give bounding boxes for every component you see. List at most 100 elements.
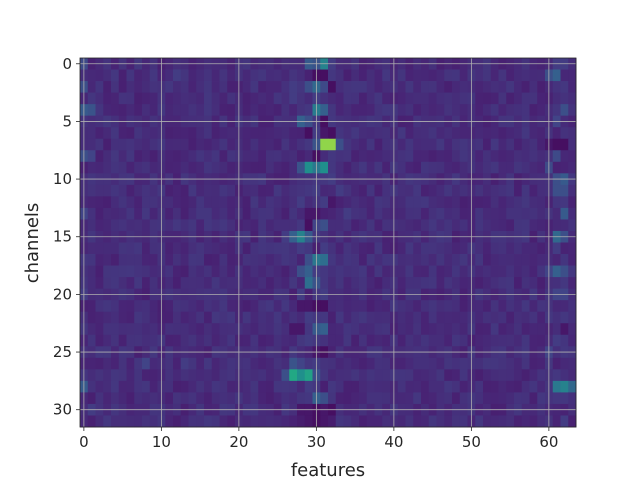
heatmap-cell (397, 127, 406, 140)
heatmap-cell (87, 254, 96, 266)
heatmap-cell (328, 184, 337, 197)
heatmap-cell (273, 219, 282, 232)
heatmap-cell (149, 334, 158, 347)
heatmap-cell (204, 196, 213, 209)
heatmap-cell (537, 392, 546, 405)
heatmap-cell (95, 242, 104, 255)
heatmap-cell (343, 265, 352, 278)
heatmap-cell (444, 104, 453, 117)
heatmap-cell (297, 254, 306, 266)
heatmap-cell (529, 138, 538, 151)
heatmap-cell (452, 69, 461, 82)
heatmap-cell (483, 81, 492, 93)
heatmap-cell (180, 219, 189, 232)
heatmap-cell (165, 277, 174, 290)
heatmap-cell (134, 254, 143, 266)
heatmap-cell (498, 69, 507, 82)
heatmap-cell (250, 104, 259, 117)
heatmap-cell (211, 138, 220, 151)
heatmap-cell (529, 92, 538, 105)
heatmap-cell (142, 242, 151, 255)
heatmap-cell (343, 138, 352, 151)
heatmap-cell (188, 184, 197, 197)
heatmap-cell (149, 392, 158, 405)
heatmap-cell (149, 380, 158, 393)
heatmap-cell (382, 138, 391, 151)
heatmap-cell (304, 127, 313, 140)
heatmap-cell (328, 242, 337, 255)
heatmap-cell (297, 150, 306, 163)
heatmap-cell (413, 277, 422, 290)
y-axis-title: channels (22, 203, 43, 284)
heatmap-cell (289, 265, 298, 278)
heatmap-cell (266, 300, 275, 313)
heatmap-cell (196, 150, 205, 163)
heatmap-cell (173, 184, 182, 197)
heatmap-cell (405, 92, 414, 105)
heatmap-cell (149, 254, 158, 266)
heatmap-cell (483, 242, 492, 255)
heatmap-cell (506, 219, 515, 232)
heatmap-cell (304, 150, 313, 163)
heatmap-cell (111, 69, 120, 82)
heatmap-cell (552, 265, 561, 278)
heatmap-cell (421, 150, 430, 163)
heatmap-cell (459, 277, 468, 290)
heatmap-cell (87, 265, 96, 278)
heatmap-cell (452, 254, 461, 266)
heatmap-cell (351, 254, 360, 266)
heatmap-cell (475, 265, 484, 278)
heatmap-cell (118, 277, 127, 290)
heatmap-cell (173, 104, 182, 117)
heatmap-cell (560, 369, 569, 382)
heatmap-cell (149, 300, 158, 313)
heatmap-cell (142, 138, 151, 151)
heatmap-cell (188, 138, 197, 151)
heatmap-cell (87, 311, 96, 324)
heatmap-cell (250, 81, 259, 93)
heatmap-cell (560, 311, 569, 324)
heatmap-cell (266, 127, 275, 140)
heatmap-cell (165, 207, 174, 220)
heatmap-cell (134, 161, 143, 174)
heatmap-cell (289, 138, 298, 151)
heatmap-cell (266, 104, 275, 117)
heatmap-cell (173, 196, 182, 209)
heatmap-cell (273, 161, 282, 174)
heatmap-cell (529, 242, 538, 255)
heatmap-cell (459, 69, 468, 82)
heatmap-cell (382, 184, 391, 197)
heatmap-cell (351, 300, 360, 313)
heatmap-cell (428, 415, 437, 428)
heatmap-cell (95, 277, 104, 290)
heatmap-cell (118, 127, 127, 140)
heatmap-cell (397, 161, 406, 174)
heatmap-cell (506, 127, 515, 140)
heatmap-cell (289, 150, 298, 163)
heatmap-cell (134, 127, 143, 140)
heatmap-cell (142, 323, 151, 336)
heatmap-cell (521, 334, 530, 347)
heatmap-cell (118, 219, 127, 232)
heatmap-cell (165, 380, 174, 393)
heatmap-cell (328, 369, 337, 382)
heatmap-cell (335, 323, 344, 336)
heatmap-cell (374, 334, 383, 347)
heatmap-cell (211, 127, 220, 140)
heatmap-cell (506, 104, 515, 117)
heatmap-cell (335, 184, 344, 197)
heatmap-cell (568, 311, 577, 324)
heatmap-cell (521, 184, 530, 197)
heatmap-cell (95, 415, 104, 428)
heatmap-cell (506, 415, 515, 428)
heatmap-cell (304, 369, 313, 382)
heatmap-cell (413, 69, 422, 82)
heatmap-cell (142, 69, 151, 82)
heatmap-cell (506, 300, 515, 313)
heatmap-cell (103, 369, 112, 382)
heatmap-cell (328, 104, 337, 117)
heatmap-cell (514, 184, 523, 197)
heatmap-cell (297, 196, 306, 209)
heatmap-cell (95, 104, 104, 117)
heatmap-cell (436, 254, 445, 266)
